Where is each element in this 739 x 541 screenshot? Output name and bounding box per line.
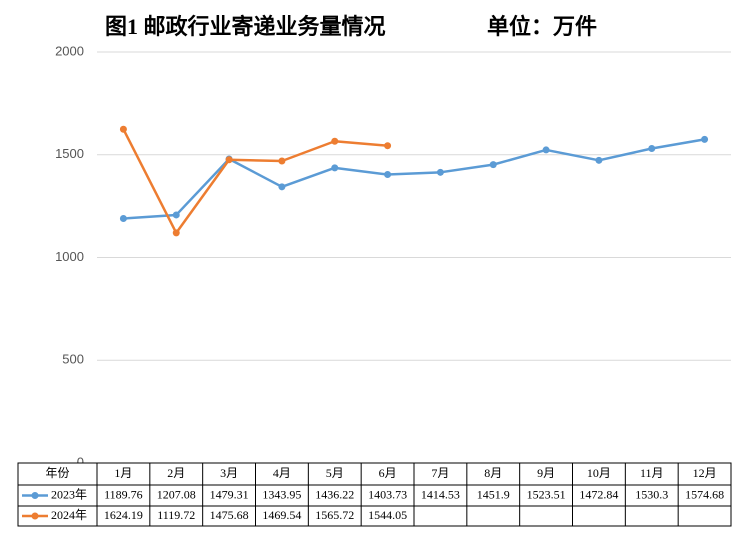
table-value: 1479.31 bbox=[210, 487, 249, 501]
point bbox=[172, 229, 180, 237]
point bbox=[225, 156, 233, 164]
table-value: 1544.05 bbox=[368, 508, 407, 522]
x-tick-label: 11月 bbox=[640, 466, 664, 480]
x-tick-label: 8月 bbox=[484, 466, 502, 480]
table-value: 1451.9 bbox=[477, 487, 510, 501]
point bbox=[489, 161, 497, 169]
table-value: 1207.08 bbox=[157, 487, 196, 501]
table-value: 1189.76 bbox=[104, 487, 143, 501]
point bbox=[701, 135, 709, 143]
legend-label: 2023年 bbox=[51, 487, 87, 501]
series-line bbox=[123, 138, 705, 220]
legend-label: 2024年 bbox=[51, 508, 87, 522]
table-value: 1475.68 bbox=[210, 508, 249, 522]
table-value: 1469.54 bbox=[262, 508, 301, 522]
table-header: 年份 bbox=[45, 466, 69, 480]
table-value: 1574.68 bbox=[685, 487, 724, 501]
x-tick-label: 6月 bbox=[379, 466, 397, 480]
point bbox=[331, 164, 339, 172]
table-value: 1523.51 bbox=[527, 487, 566, 501]
table-value: 1403.73 bbox=[368, 487, 407, 501]
table-value: 1565.72 bbox=[315, 508, 354, 522]
series-line bbox=[122, 128, 388, 235]
point bbox=[331, 137, 339, 145]
point bbox=[648, 145, 656, 153]
table-value: 1414.53 bbox=[421, 487, 460, 501]
x-tick-label: 5月 bbox=[326, 466, 344, 480]
x-tick-label: 10月 bbox=[587, 466, 611, 480]
table-value: 1119.72 bbox=[157, 508, 195, 522]
legend-marker bbox=[31, 492, 39, 499]
unit-label: 单位：万件 bbox=[487, 14, 597, 39]
x-tick-label: 7月 bbox=[431, 466, 449, 480]
x-tick-label: 2月 bbox=[167, 466, 185, 480]
point bbox=[384, 142, 392, 150]
table-value: 1530.3 bbox=[635, 487, 668, 501]
y-tick-label: 1500 bbox=[55, 146, 84, 161]
x-tick-label: 3月 bbox=[220, 466, 238, 480]
point bbox=[278, 183, 286, 191]
table-value: 1472.84 bbox=[579, 487, 618, 501]
legend-marker bbox=[31, 512, 39, 520]
point bbox=[278, 157, 286, 165]
point bbox=[384, 171, 392, 179]
y-tick-label: 500 bbox=[62, 352, 84, 367]
point bbox=[119, 125, 127, 133]
table-value: 1343.95 bbox=[262, 487, 301, 501]
y-tick-label: 2000 bbox=[55, 43, 84, 58]
point bbox=[542, 146, 550, 154]
x-tick-label: 12月 bbox=[693, 466, 717, 480]
point bbox=[119, 215, 127, 223]
y-tick-label: 1000 bbox=[55, 249, 84, 264]
table-value: 1624.19 bbox=[104, 508, 143, 522]
chart-title: 图1 邮政行业寄递业务量情况 bbox=[105, 14, 386, 39]
x-tick-label: 4月 bbox=[273, 466, 291, 480]
x-tick-label: 9月 bbox=[537, 466, 555, 480]
point bbox=[436, 168, 444, 176]
point bbox=[595, 156, 603, 164]
point bbox=[172, 211, 180, 219]
y-tick-label: 0 bbox=[77, 454, 84, 469]
x-tick-label: 1月 bbox=[114, 466, 132, 480]
table-value: 1436.22 bbox=[315, 487, 354, 501]
